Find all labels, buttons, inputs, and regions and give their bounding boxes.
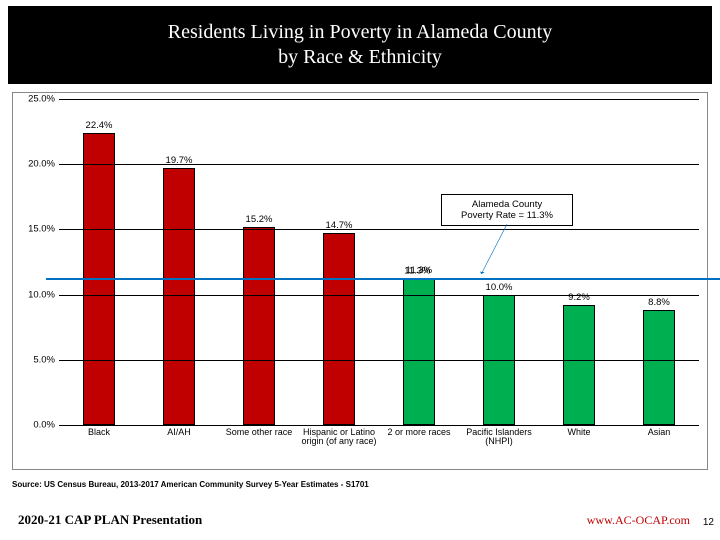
plot-area: 22.4%19.7%15.2%14.7%11.3%10.0%9.2%8.8% 0… bbox=[59, 99, 699, 425]
y-tick-label: 20.0% bbox=[15, 159, 55, 170]
slide-title: Residents Living in Poverty in Alameda C… bbox=[168, 20, 552, 70]
title-bar: Residents Living in Poverty in Alameda C… bbox=[8, 6, 712, 84]
source-note: Source: US Census Bureau, 2013-2017 Amer… bbox=[12, 480, 369, 489]
poverty-bar-chart: 22.4%19.7%15.2%14.7%11.3%10.0%9.2%8.8% 0… bbox=[12, 92, 708, 470]
x-tick-label: Black bbox=[60, 425, 138, 437]
footer: 2020-21 CAP PLAN Presentation www.AC-OCA… bbox=[0, 504, 720, 534]
slide: Residents Living in Poverty in Alameda C… bbox=[0, 0, 720, 540]
y-tick-label: 15.0% bbox=[15, 224, 55, 235]
x-tick-label: AI/AH bbox=[140, 425, 218, 437]
y-tick-label: 10.0% bbox=[15, 289, 55, 300]
x-tick-label: Pacific Islanders (NHPI) bbox=[460, 425, 538, 447]
page-number: 12 bbox=[703, 517, 714, 528]
x-tick-label: Asian bbox=[620, 425, 698, 437]
footer-right: www.AC-OCAP.com bbox=[587, 513, 690, 528]
x-tick-label: White bbox=[540, 425, 618, 437]
annotation-arrow bbox=[59, 99, 699, 425]
y-tick-label: 25.0% bbox=[15, 94, 55, 105]
x-tick-label: 2 or more races bbox=[380, 425, 458, 437]
y-tick-label: 0.0% bbox=[15, 420, 55, 431]
x-tick-label: Hispanic or Latino origin (of any race) bbox=[300, 425, 378, 447]
footer-left: 2020-21 CAP PLAN Presentation bbox=[18, 512, 202, 528]
y-tick-label: 5.0% bbox=[15, 354, 55, 365]
x-tick-label: Some other race bbox=[220, 425, 298, 437]
